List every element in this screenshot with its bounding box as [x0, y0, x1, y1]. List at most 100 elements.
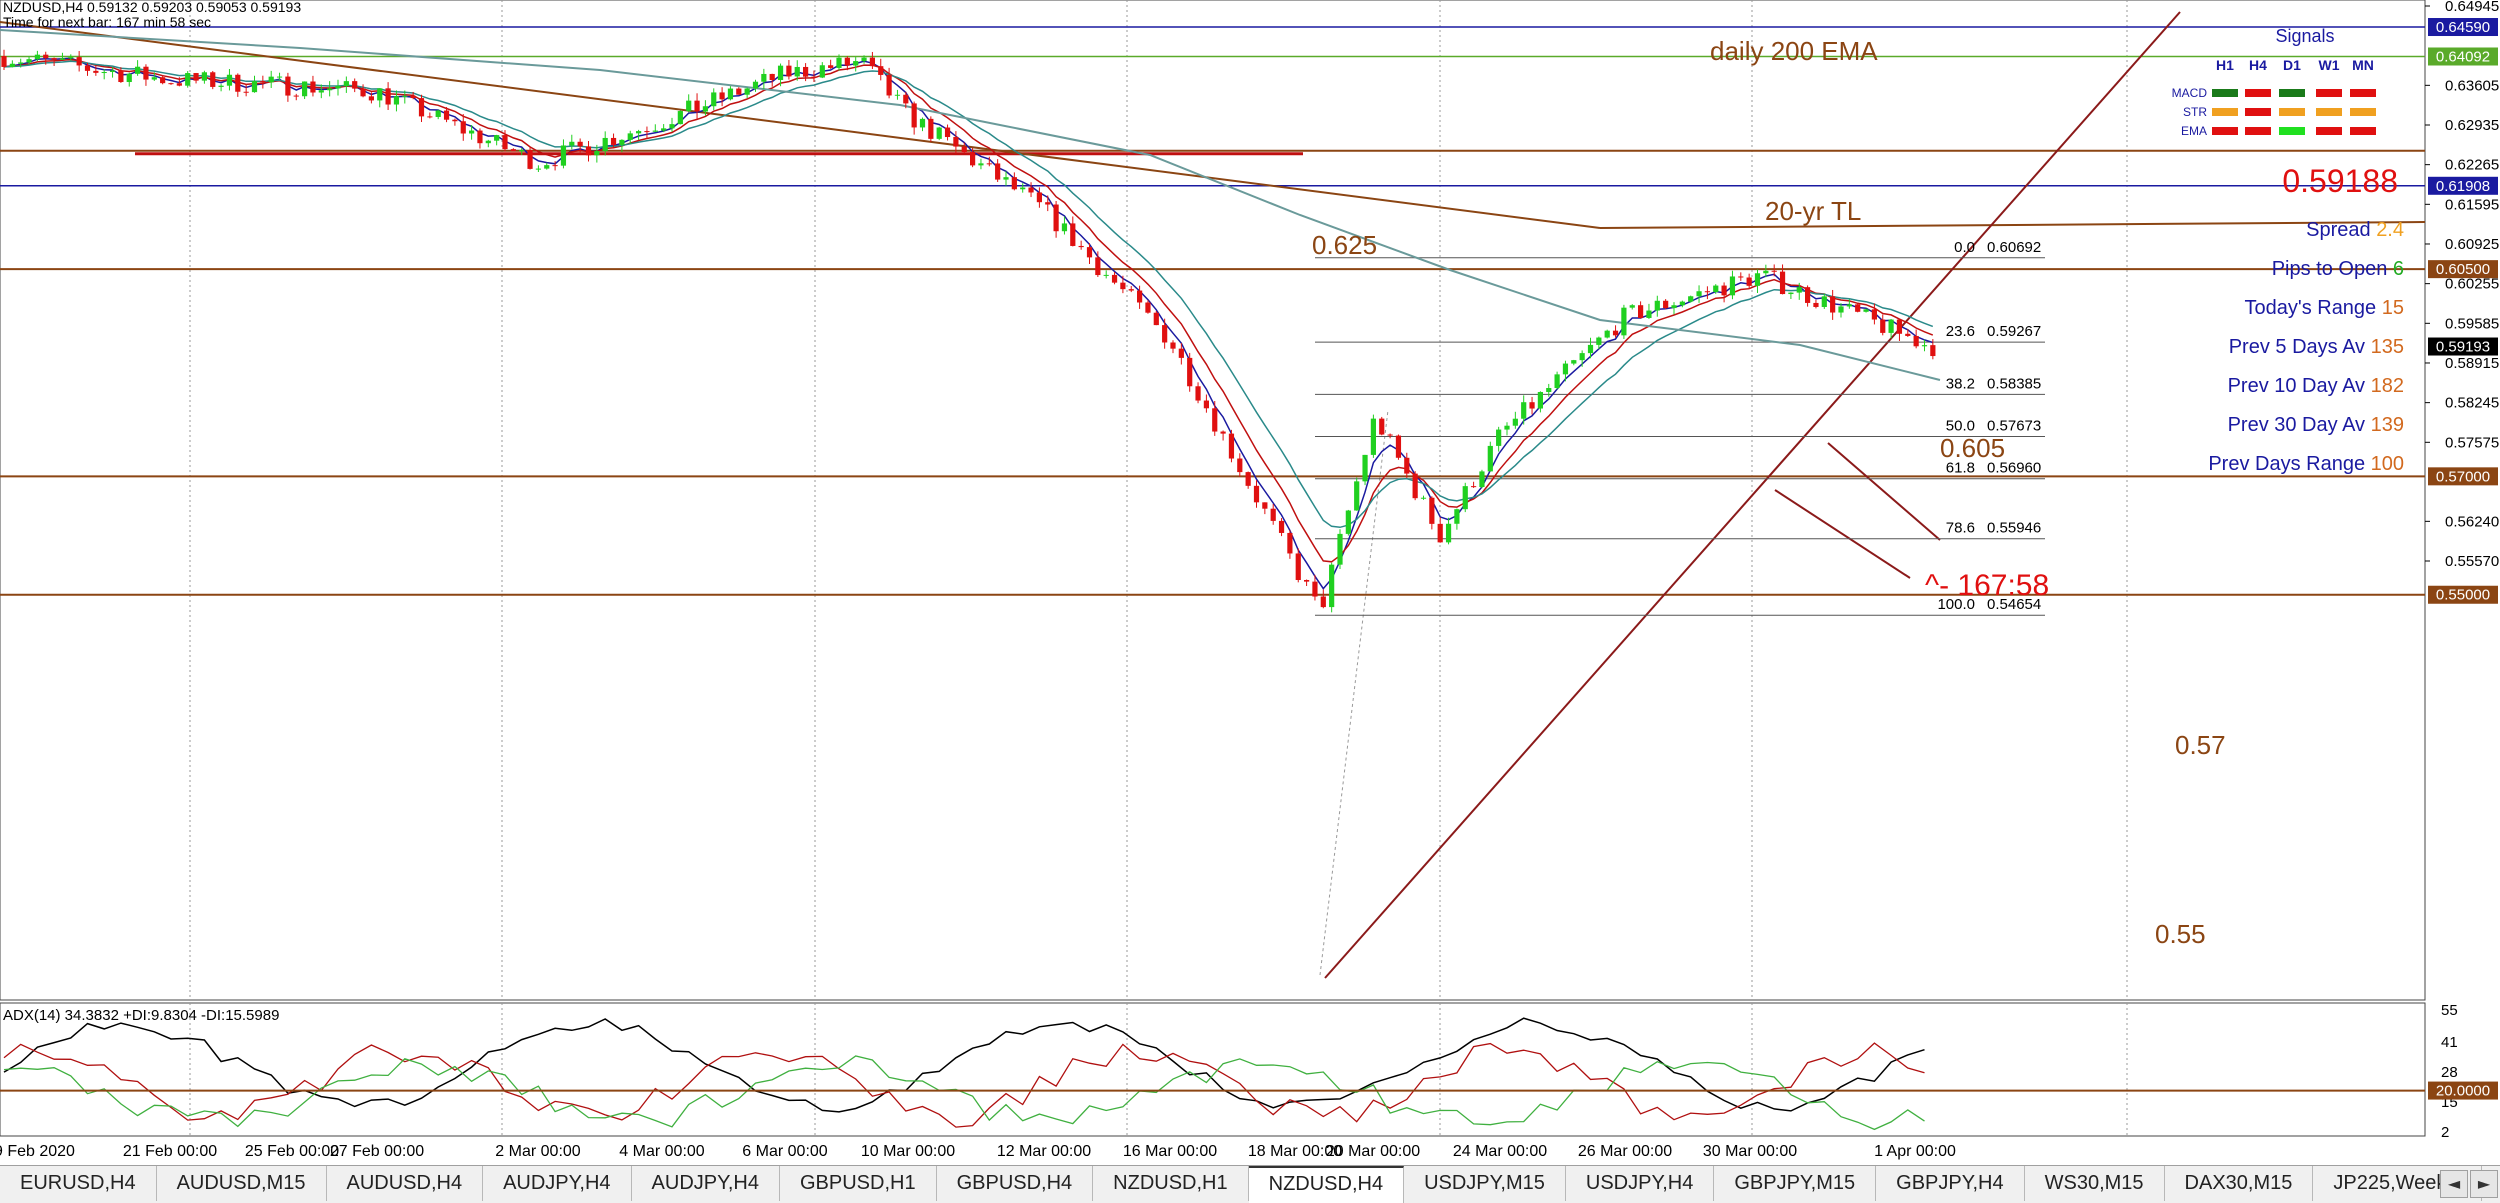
- price-tick: 0.58915: [2445, 355, 2499, 372]
- signal-indicator: [2350, 108, 2376, 116]
- signal-stat: Pips to Open 6: [2272, 258, 2404, 280]
- candle-body: [1596, 337, 1602, 345]
- symbol-tab[interactable]: USDJPY,M15: [1404, 1166, 1566, 1201]
- candle-body: [1145, 302, 1151, 313]
- candle-body: [577, 141, 583, 147]
- adx-tick: 41: [2441, 1034, 2458, 1051]
- candle-body: [460, 121, 466, 134]
- candle-body: [627, 133, 633, 140]
- candle-body: [101, 72, 107, 74]
- candle-body: [1278, 520, 1285, 533]
- fib-price: 0.56960: [1987, 460, 2041, 477]
- symbol-tab[interactable]: WS30,M15: [2025, 1166, 2165, 1201]
- level-057-label: 0.57: [2175, 730, 2226, 760]
- candle-body: [118, 70, 124, 83]
- fib-price: 0.60692: [1987, 239, 2041, 256]
- candle-body: [268, 76, 274, 83]
- candle-body: [1437, 523, 1443, 543]
- candle-body: [343, 81, 349, 86]
- symbol-tab[interactable]: GBPUSD,H4: [937, 1166, 1094, 1201]
- signal-indicator: [2212, 108, 2238, 116]
- channel-bottom: [1774, 489, 1911, 579]
- signals-panel: Signals H1 H4 D1 W1 MN MACD STR EMA 0.59188 Sp…: [2172, 26, 2404, 475]
- candle-body: [560, 145, 567, 166]
- candle-body: [302, 81, 308, 97]
- candle-body: [1479, 471, 1485, 488]
- candle-body: [819, 65, 825, 78]
- candle-body: [1220, 431, 1226, 434]
- symbol-tab[interactable]: AUDUSD,M15: [157, 1166, 327, 1201]
- symbol-tab[interactable]: NZDUSD,H4: [1248, 1166, 1405, 1203]
- candle-body: [276, 76, 283, 78]
- candle-body: [1612, 330, 1619, 336]
- price-tick: 0.62265: [2445, 157, 2499, 174]
- candle-body: [427, 116, 433, 118]
- symbol-tab[interactable]: GBPJPY,H4: [1876, 1166, 2025, 1201]
- candle-body: [711, 92, 717, 107]
- candle-body: [168, 83, 174, 85]
- channel-top: [1827, 442, 1941, 541]
- candle-body: [160, 77, 166, 84]
- tab-scroll-right-button[interactable]: ►: [2470, 1170, 2498, 1198]
- candle-body: [76, 57, 82, 66]
- symbol-tab[interactable]: USDJPY,H4: [1566, 1166, 1715, 1201]
- candle-body: [744, 88, 750, 95]
- candle-body: [1521, 402, 1527, 419]
- symbol-tab[interactable]: AUDJPY,H4: [483, 1166, 632, 1201]
- candle-body: [1587, 344, 1594, 354]
- signal-timeframe: W1: [2319, 57, 2340, 73]
- symbol-tab[interactable]: NZDUSD,H1: [1093, 1166, 1249, 1201]
- candle-body: [1420, 497, 1427, 499]
- candle-body: [360, 88, 366, 97]
- level-055-label: 0.55: [2155, 919, 2206, 949]
- next-bar-timer: Time for next bar: 167 min 58 sec: [3, 14, 211, 30]
- candle-body: [1370, 418, 1376, 455]
- candle-body: [811, 76, 817, 78]
- candle-body: [769, 73, 775, 80]
- symbol-tab[interactable]: AUDUSD,H4: [327, 1166, 484, 1201]
- main-pane[interactable]: [0, 0, 2426, 1001]
- symbol-tab[interactable]: GBPUSD,H1: [780, 1166, 937, 1201]
- candle-body: [251, 81, 258, 93]
- signals-price: 0.59188: [2282, 163, 2398, 199]
- candle-body: [1688, 296, 1694, 302]
- candle-body: [1345, 510, 1351, 534]
- candle-body: [1788, 292, 1794, 295]
- candle-body: [661, 128, 667, 131]
- candle-body: [1496, 429, 1502, 446]
- tab-scroll-left-button[interactable]: ◄: [2440, 1170, 2468, 1198]
- time-label: 27 Feb 00:00: [330, 1143, 424, 1160]
- symbol-tab[interactable]: GBPJPY,M15: [1714, 1166, 1877, 1201]
- candle-body: [1078, 245, 1084, 248]
- candle-body: [869, 57, 875, 67]
- candle-body: [803, 66, 809, 77]
- candle-body: [235, 74, 241, 92]
- candle-body: [143, 66, 149, 80]
- candle-body: [1729, 276, 1736, 296]
- symbol-tab[interactable]: EURUSD,H4: [0, 1166, 157, 1201]
- candle-body: [201, 72, 207, 81]
- signals-title: Signals: [2275, 26, 2334, 46]
- candle-body: [1571, 360, 1577, 364]
- symbol-tab[interactable]: DAX30,M15: [2165, 1166, 2314, 1201]
- price-tick: 0.55570: [2445, 553, 2499, 570]
- price-box-label: 0.60500: [2436, 261, 2490, 278]
- daily-200-ema-line: [0, 29, 1941, 381]
- candle-body: [878, 66, 884, 75]
- candle-body: [1838, 306, 1844, 313]
- candle-body: [1170, 342, 1176, 349]
- adx-line: [3, 1017, 1925, 1113]
- candle-body: [1045, 202, 1051, 205]
- candle-body: [719, 92, 725, 100]
- adx-pane[interactable]: [0, 1002, 2426, 1137]
- candle-body: [1813, 302, 1819, 307]
- candle-body: [1053, 204, 1059, 232]
- price-axis: 0.64945 0.63605 0.62935 0.62265 0.61595 0.609…: [2425, 0, 2499, 604]
- symbol-tab[interactable]: AUDJPY,H4: [632, 1166, 780, 1201]
- adx-level-label: 20.0000: [2436, 1083, 2490, 1100]
- candle-body: [1295, 553, 1301, 581]
- candle-body: [1621, 307, 1627, 336]
- time-label: 21 Feb 00:00: [123, 1143, 217, 1160]
